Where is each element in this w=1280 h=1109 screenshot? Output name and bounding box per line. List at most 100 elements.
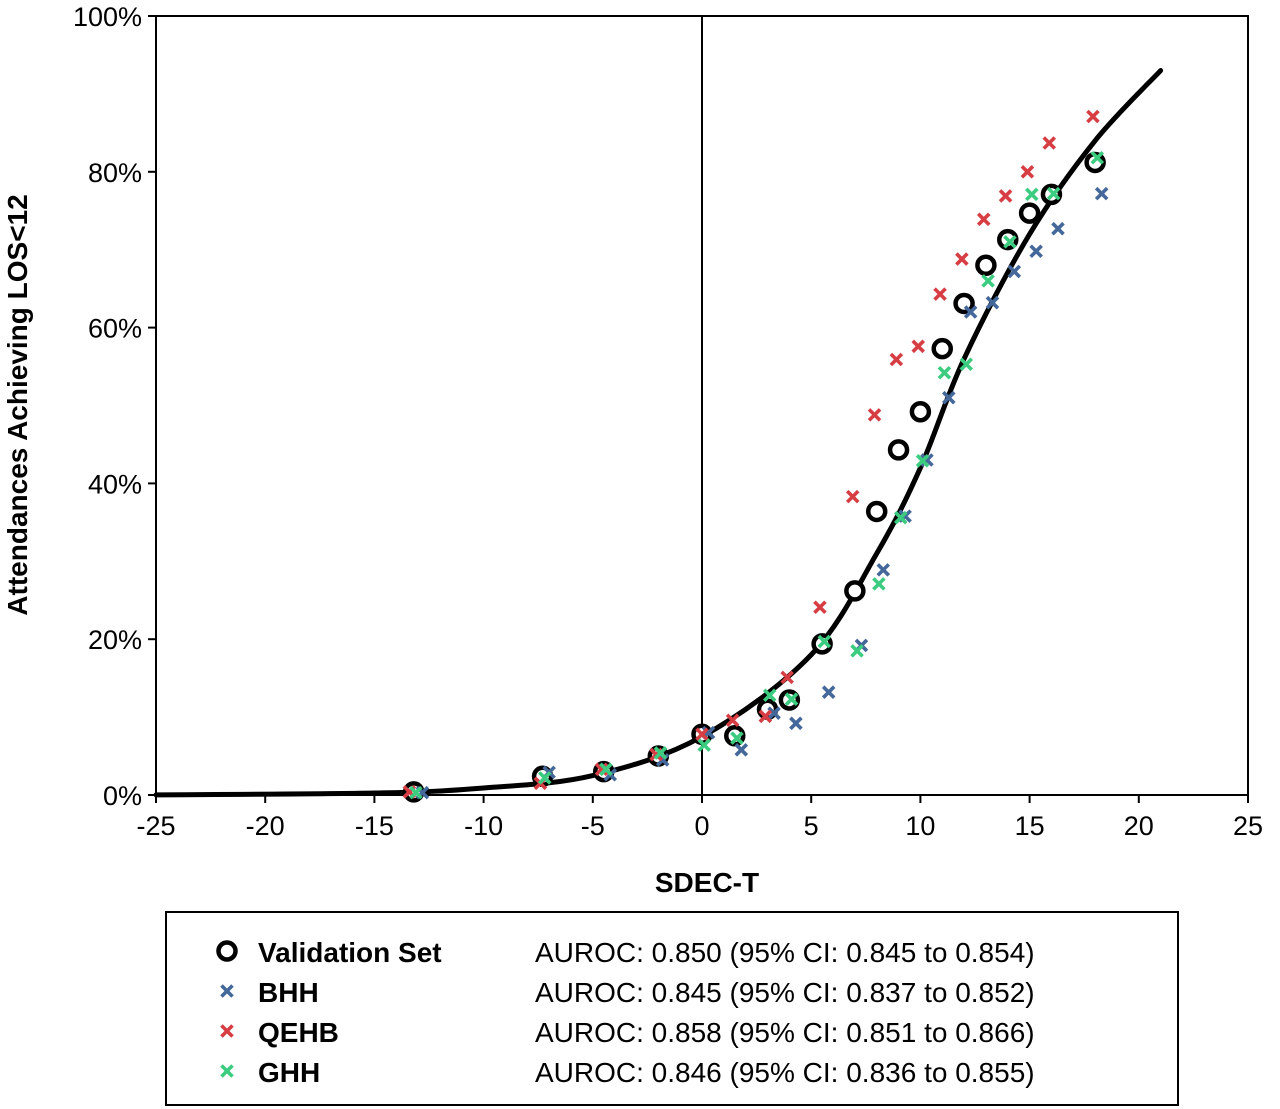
plot-area xyxy=(153,15,1249,803)
data-point xyxy=(1046,186,1061,201)
x-marker-stroke xyxy=(730,731,744,745)
x-marker-stroke xyxy=(867,408,882,422)
data-point xyxy=(893,510,908,525)
y-tick-label: 60% xyxy=(88,314,142,344)
legend-stat: AUROC: 0.850 (95% CI: 0.845 to 0.854) xyxy=(535,937,1035,968)
x-marker-stroke xyxy=(876,563,891,577)
x-marker-stroke xyxy=(220,1064,234,1078)
x-marker-stroke xyxy=(1025,187,1039,202)
data-point xyxy=(537,771,552,785)
x-marker-stroke xyxy=(537,771,552,785)
data-point xyxy=(730,731,744,745)
x-marker-stroke xyxy=(955,252,969,266)
y-axis-title: Attendances Achieving LOS<12 xyxy=(2,194,33,615)
x-marker-stroke xyxy=(758,709,773,724)
data-point xyxy=(865,500,888,523)
legend-entry: BHH AUROC: 0.845 (95% CI: 0.837 to 0.852) xyxy=(220,977,1035,1008)
x-marker-stroke xyxy=(653,746,668,760)
legend: Validation Set AUROC: 0.850 (95% CI: 0.84… xyxy=(165,911,1179,1106)
x-tick-label: -10 xyxy=(464,811,503,841)
x-marker-stroke xyxy=(599,762,613,777)
data-point xyxy=(1020,165,1035,179)
data-point xyxy=(725,713,740,727)
data-point xyxy=(697,738,711,752)
x-tick-label: -15 xyxy=(355,811,394,841)
data-point xyxy=(985,295,1000,310)
data-point xyxy=(1018,202,1041,224)
x-marker-stroke xyxy=(1086,109,1100,124)
data-point xyxy=(780,670,794,685)
legend-marker xyxy=(216,940,238,962)
data-point xyxy=(1051,221,1065,236)
x-marker-stroke xyxy=(998,189,1013,203)
x-marker-stroke xyxy=(1094,186,1109,201)
data-point xyxy=(844,580,866,602)
x-marker-stroke xyxy=(872,577,886,591)
legend-entry: Validation Set AUROC: 0.850 (95% CI: 0.84… xyxy=(216,937,1035,968)
x-tick-label: 25 xyxy=(1233,811,1263,841)
x-tick-label: 5 xyxy=(804,811,819,841)
x-marker-stroke xyxy=(963,305,978,319)
data-point xyxy=(1090,151,1105,165)
data-point xyxy=(889,352,904,367)
legend-entry: QEHB AUROC: 0.858 (95% CI: 0.851 to 0.866… xyxy=(220,1017,1035,1048)
data-point xyxy=(767,706,781,720)
data-point xyxy=(876,563,891,577)
data-point xyxy=(872,577,886,591)
x-marker-stroke xyxy=(1090,151,1105,165)
x-marker-stroke xyxy=(933,287,947,301)
x-marker-stroke xyxy=(1042,136,1057,150)
x-marker-stroke xyxy=(789,716,803,731)
x-axis-title: SDEC-T xyxy=(655,867,759,898)
x-marker-stroke xyxy=(981,274,995,288)
data-point xyxy=(933,287,947,301)
x-tick-label: -20 xyxy=(246,811,285,841)
data-point xyxy=(909,400,932,423)
y-tick-label: 100% xyxy=(73,2,142,32)
series-ghh xyxy=(409,151,1105,800)
data-point xyxy=(867,408,882,422)
legend-label: QEHB xyxy=(258,1017,339,1048)
x-marker-stroke xyxy=(762,688,777,703)
data-point xyxy=(981,274,995,288)
data-point xyxy=(821,685,836,699)
x-marker-stroke xyxy=(220,984,234,998)
data-point xyxy=(1042,136,1057,150)
x-marker-stroke xyxy=(409,785,423,800)
x-tick-label: -25 xyxy=(136,811,175,841)
legend-box xyxy=(165,911,1179,1106)
x-marker-stroke xyxy=(767,706,781,720)
legend-marker xyxy=(220,1064,234,1078)
y-axis: 0% 20% 40% 60% 80% 100% xyxy=(73,2,156,811)
data-point xyxy=(976,212,991,227)
data-point xyxy=(789,716,803,731)
x-marker-stroke xyxy=(893,510,908,525)
x-axis: -25 -20 -15 -10 -5 0 5 10 15 20 25 xyxy=(136,795,1263,841)
legend-marker xyxy=(220,1024,234,1038)
x-marker-stroke xyxy=(985,295,1000,310)
legend-stat: AUROC: 0.845 (95% CI: 0.837 to 0.852) xyxy=(535,977,1035,1008)
data-point xyxy=(817,634,832,649)
x-marker-stroke xyxy=(1051,221,1065,236)
x-marker-stroke xyxy=(1020,165,1035,179)
x-tick-label: 20 xyxy=(1124,811,1154,841)
data-point xyxy=(845,489,860,504)
x-marker-stroke xyxy=(937,366,952,380)
legend-label: BHH xyxy=(258,977,319,1008)
x-marker-stroke xyxy=(915,454,930,468)
y-tick-label: 80% xyxy=(88,158,142,188)
x-marker-stroke xyxy=(734,743,749,757)
x-marker-stroke xyxy=(845,489,860,504)
data-point xyxy=(963,305,978,319)
series-qehb xyxy=(402,109,1100,799)
data-point xyxy=(911,339,925,354)
data-point xyxy=(931,337,953,360)
legend-stat: AUROC: 0.846 (95% CI: 0.836 to 0.855) xyxy=(535,1057,1035,1088)
data-point xyxy=(1086,109,1100,124)
data-point xyxy=(975,254,997,277)
data-point xyxy=(762,688,777,703)
x-marker-stroke xyxy=(784,692,799,706)
x-marker-stroke xyxy=(1007,264,1022,279)
data-point xyxy=(998,189,1013,203)
